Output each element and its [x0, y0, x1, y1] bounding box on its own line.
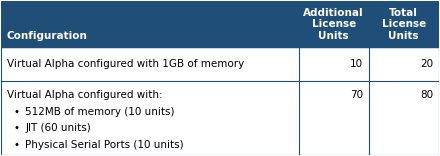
- Text: Virtual Alpha configured with 1GB of memory: Virtual Alpha configured with 1GB of mem…: [7, 59, 244, 69]
- Text: 70: 70: [350, 90, 363, 100]
- Text: 512MB of memory (10 units): 512MB of memory (10 units): [26, 107, 175, 117]
- Text: •: •: [14, 123, 20, 133]
- Text: JIT (60 units): JIT (60 units): [26, 123, 91, 133]
- Text: Total
License
Units: Total License Units: [381, 8, 426, 41]
- Text: Physical Serial Ports (10 units): Physical Serial Ports (10 units): [26, 140, 184, 150]
- Text: •: •: [14, 107, 20, 117]
- Text: Configuration: Configuration: [7, 31, 88, 41]
- Text: •: •: [14, 140, 20, 150]
- Bar: [1, 1, 439, 47]
- Text: Virtual Alpha configured with:: Virtual Alpha configured with:: [7, 90, 162, 100]
- Text: 10: 10: [350, 59, 363, 69]
- Text: Additional
License
Units: Additional License Units: [303, 8, 364, 41]
- Text: 20: 20: [420, 59, 433, 69]
- Text: 80: 80: [420, 90, 433, 100]
